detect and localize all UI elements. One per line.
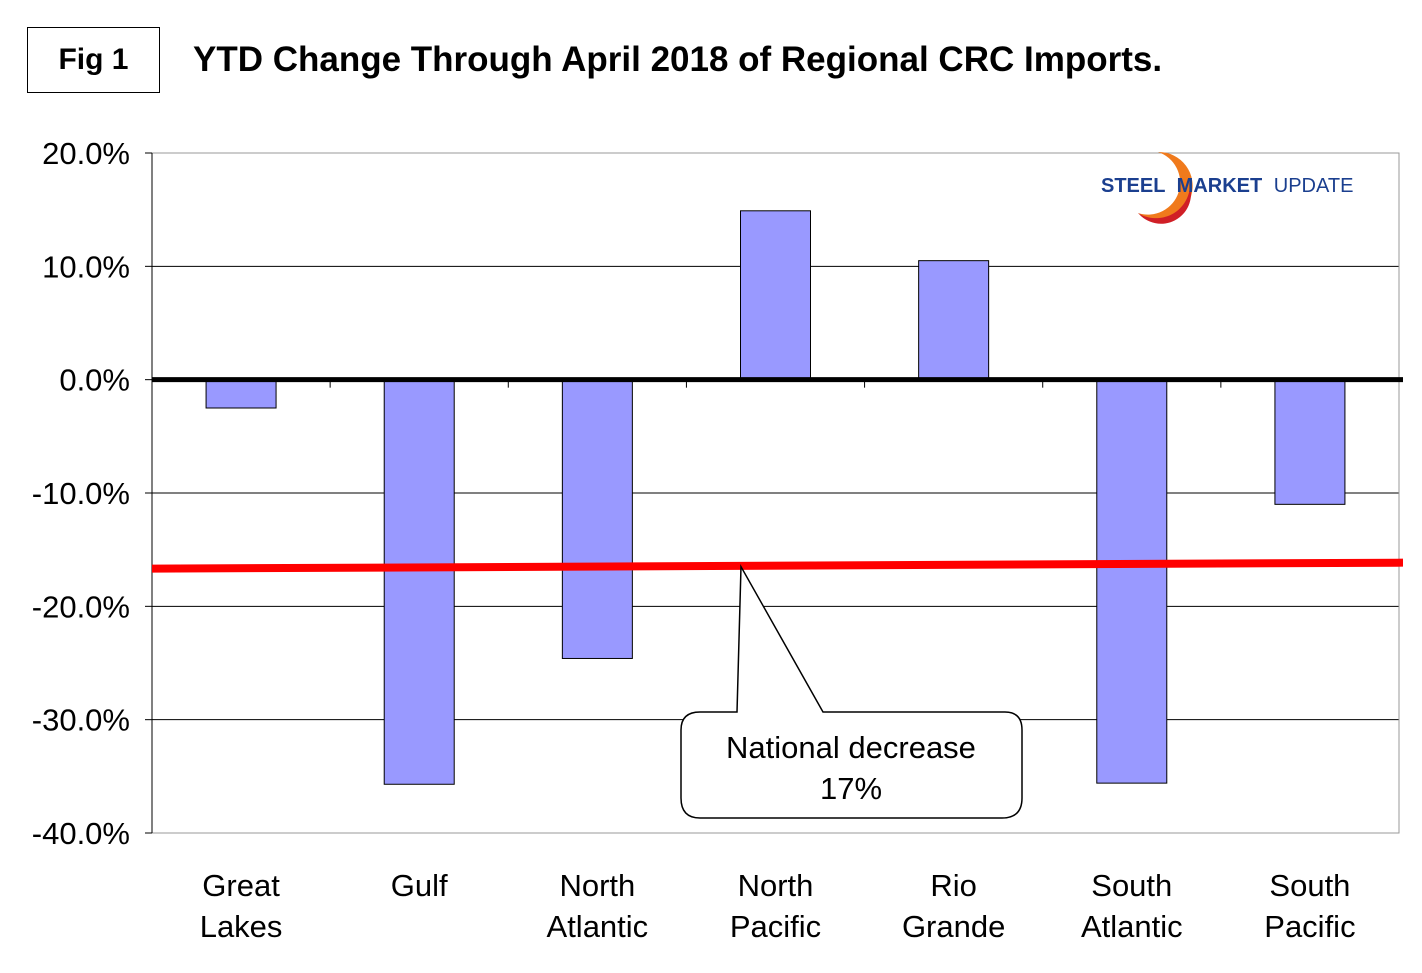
bar [1274,379,1346,505]
x-category-label: South [1091,868,1172,903]
y-tick-label: 10.0% [42,249,130,284]
national-decrease-callout: National decrease 17% [680,563,1023,819]
callout-text-line-1: National decrease [726,730,976,765]
x-category-label: Gulf [391,868,448,903]
national-reference-line [151,558,1404,573]
y-tick-label: -10.0% [32,476,130,511]
y-tick-label: -40.0% [32,816,130,851]
bars [205,210,1346,785]
y-tick-label: 0.0% [59,363,130,398]
logo-word-update: UPDATE [1274,175,1354,197]
x-category-label: Atlantic [1081,909,1183,944]
bar [205,379,277,409]
bar [740,210,811,381]
logo-word-market: MARKET [1177,175,1263,197]
national-average-line [151,558,1404,573]
steel-market-update-logo: STEEL MARKET UPDATE [1101,151,1353,224]
bar [561,379,633,659]
x-category-label: South [1269,868,1350,903]
chart-title: YTD Change Through April 2018 of Regiona… [193,40,1163,79]
x-category-label: North [559,868,635,903]
x-category-label: Pacific [730,909,821,944]
x-category-label: Grande [902,909,1005,944]
x-category-label: Great [202,868,280,903]
y-tick-label: 20.0% [42,136,130,171]
callout-text-line-2: 17% [820,771,882,806]
bar [918,260,990,381]
y-tick-label: -20.0% [32,589,130,624]
figure-label: Fig 1 [27,27,160,93]
x-category-label: Atlantic [547,909,649,944]
y-axis: 20.0% 10.0% 0.0% -10.0% -20.0% -30.0% -40.0% [32,136,153,851]
callout-bubble [680,563,1023,819]
y-tick-label: -30.0% [32,703,130,738]
x-category-label: Lakes [200,909,283,944]
x-axis-labels: Great Lakes Gulf North Atlantic North Pacific R… [200,868,1356,944]
x-category-label: North [738,868,814,903]
bar [383,379,455,785]
svg-text:STEEL MARKET UPDAT: STEEL MARKET UPDATE [1101,175,1353,197]
logo-word-steel: STEEL [1101,175,1165,197]
logo-swoosh-orange [1138,151,1193,220]
x-category-label: Rio [930,868,977,903]
x-category-label: Pacific [1264,909,1355,944]
bar [1096,379,1168,784]
logo-swoosh-red [1138,186,1192,224]
